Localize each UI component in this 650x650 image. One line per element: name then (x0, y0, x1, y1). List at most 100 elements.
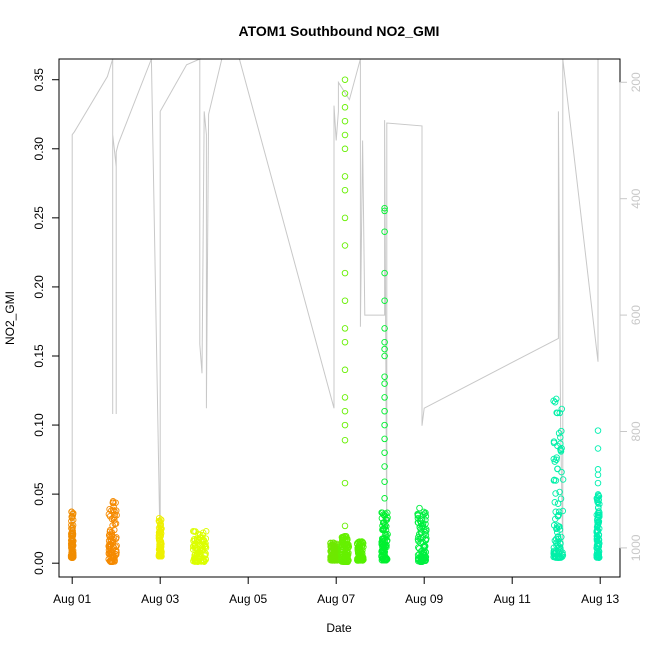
x-tick-label: Aug 09 (405, 592, 443, 606)
data-point-outlier (341, 131, 349, 139)
data-point-outlier (341, 479, 349, 487)
data-point (594, 504, 602, 512)
data-point (156, 539, 163, 546)
data-point-outlier (381, 478, 388, 485)
data-point-outlier (341, 90, 349, 97)
point-cluster (155, 514, 165, 560)
data-point (556, 488, 563, 496)
data-point (382, 526, 390, 534)
data-point-outlier (341, 421, 349, 429)
data-point-outlier (381, 338, 388, 346)
data-point (155, 514, 163, 522)
x-tick-label: Aug 05 (229, 592, 267, 606)
data-point (106, 533, 114, 541)
data-point (202, 550, 209, 557)
data-point (553, 409, 560, 416)
y-tick-label: 0.35 (32, 68, 46, 92)
data-point (416, 504, 423, 512)
data-point (359, 550, 366, 557)
data-point-outlier (381, 421, 388, 429)
data-point (339, 557, 347, 565)
point-cluster (593, 427, 603, 561)
y-axis: 0.00 0.05 0.10 0.15 0.20 0.25 0.30 0.35 (32, 68, 60, 575)
data-point-outlier (381, 373, 388, 380)
data-point (69, 554, 76, 561)
data-point-outlier (341, 214, 349, 222)
data-point (342, 532, 350, 540)
data-point (557, 540, 564, 548)
data-point (550, 438, 558, 445)
data-point (418, 555, 425, 563)
data-point-outlier (341, 522, 349, 530)
data-point (156, 543, 164, 550)
data-point (155, 517, 163, 525)
data-point (110, 499, 117, 506)
y2-tick-label: 600 (629, 305, 643, 325)
data-point (380, 511, 387, 518)
data-point (558, 468, 565, 476)
data-point-outlier (381, 207, 388, 215)
data-point (550, 477, 558, 484)
data-point-outlier (341, 338, 349, 346)
data-point (420, 548, 427, 556)
data-point (199, 529, 207, 537)
data-point (327, 553, 334, 560)
data-point (156, 549, 164, 556)
data-point (69, 553, 77, 560)
data-point (379, 526, 386, 534)
point-cluster (337, 76, 353, 566)
data-point (595, 554, 602, 561)
data-point (68, 549, 76, 557)
data-point (559, 507, 567, 515)
data-point-outlier (341, 394, 349, 401)
data-point-outlier (381, 204, 388, 212)
data-point (555, 429, 563, 437)
data-point (200, 558, 208, 565)
data-point (551, 458, 559, 465)
x-axis-label: Date (326, 621, 352, 635)
point-cluster (327, 539, 341, 564)
data-point (557, 547, 564, 555)
data-point (594, 549, 602, 557)
data-point (202, 540, 209, 547)
data-point-outlier (341, 186, 349, 194)
data-point-outlier (381, 394, 388, 401)
altitude-line (71, 58, 599, 554)
data-point-outlier (341, 366, 349, 374)
data-point (550, 547, 558, 555)
data-point-outlier (594, 471, 602, 479)
data-point (356, 544, 363, 551)
data-point (192, 528, 199, 535)
data-point-outlier (381, 449, 388, 456)
data-point (112, 551, 120, 558)
y2-axis: 200 400 600 800 1000 (619, 72, 643, 561)
data-point (551, 499, 559, 506)
altitude-line-layer (71, 58, 599, 554)
data-point (555, 508, 563, 516)
data-point-outlier (594, 466, 602, 473)
data-point (550, 397, 557, 405)
plot-frame (58, 58, 621, 578)
data-point (557, 446, 564, 454)
data-point (157, 533, 164, 540)
data-point (420, 525, 428, 533)
y-tick-label: 0.10 (32, 413, 46, 437)
y-tick-label: 0.25 (32, 206, 46, 230)
data-point (379, 548, 386, 555)
point-cluster (105, 498, 120, 566)
data-point (69, 532, 77, 539)
data-point (593, 527, 601, 535)
data-point (157, 525, 165, 532)
point-cluster (550, 395, 567, 561)
y-axis-label: NO2_GMI (3, 291, 17, 345)
x-tick-label: Aug 11 (494, 592, 531, 606)
data-point-outlier (341, 297, 349, 304)
point-cluster (354, 538, 367, 564)
x-tick-label: Aug 07 (317, 592, 355, 606)
y-tick-label: 0.05 (32, 482, 46, 506)
data-point (557, 495, 565, 502)
data-point (111, 511, 118, 518)
data-point-outlier (381, 463, 388, 470)
data-point (380, 557, 387, 564)
data-point (415, 533, 422, 541)
